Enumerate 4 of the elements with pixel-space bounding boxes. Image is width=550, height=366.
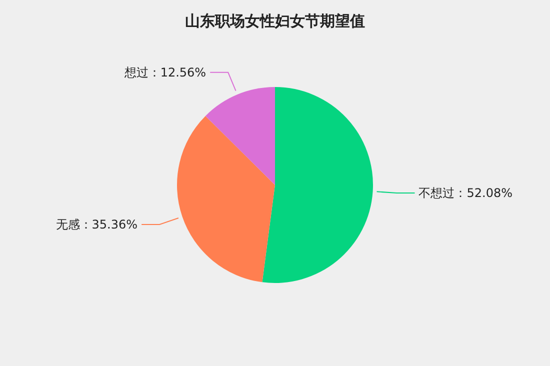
slice-label: 想过：12.56% [123,65,206,80]
chart-title: 山东职场女性妇女节期望值 [185,12,365,30]
slice-label: 不想过：52.08% [418,186,513,200]
slice-label: 无感：35.36% [56,217,138,232]
